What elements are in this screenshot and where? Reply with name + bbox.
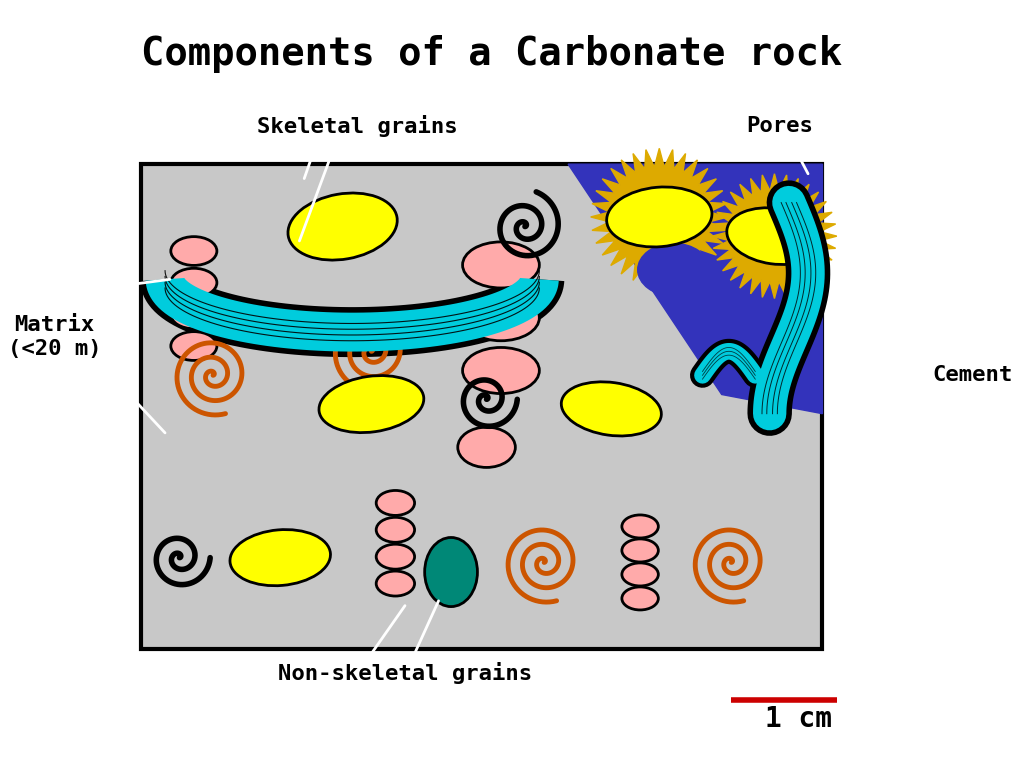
Ellipse shape xyxy=(424,538,477,607)
Bar xyxy=(141,164,821,649)
Ellipse shape xyxy=(622,515,657,538)
Ellipse shape xyxy=(376,571,414,596)
Ellipse shape xyxy=(170,332,217,360)
Ellipse shape xyxy=(287,193,396,260)
Polygon shape xyxy=(590,148,728,285)
Ellipse shape xyxy=(622,539,657,562)
Ellipse shape xyxy=(319,376,423,433)
Ellipse shape xyxy=(622,563,657,586)
Text: 1 cm: 1 cm xyxy=(764,705,832,733)
Ellipse shape xyxy=(170,300,217,329)
Text: Pores: Pores xyxy=(745,116,812,135)
Ellipse shape xyxy=(376,517,414,542)
Ellipse shape xyxy=(606,187,711,247)
Text: Matrix
(<20 m): Matrix (<20 m) xyxy=(8,315,102,359)
Ellipse shape xyxy=(458,427,515,467)
Text: Skeletal grains: Skeletal grains xyxy=(257,115,457,137)
Ellipse shape xyxy=(727,208,821,265)
Ellipse shape xyxy=(376,490,414,516)
Ellipse shape xyxy=(462,347,539,393)
Ellipse shape xyxy=(462,295,539,340)
Ellipse shape xyxy=(622,587,657,610)
Ellipse shape xyxy=(462,242,539,288)
Ellipse shape xyxy=(637,243,709,296)
Polygon shape xyxy=(711,174,836,298)
Ellipse shape xyxy=(229,529,330,586)
Polygon shape xyxy=(568,164,821,414)
Ellipse shape xyxy=(560,382,660,436)
Text: Non-skeletal grains: Non-skeletal grains xyxy=(277,662,532,684)
Ellipse shape xyxy=(170,236,217,265)
Ellipse shape xyxy=(376,544,414,569)
Text: Components of a Carbonate rock: Components of a Carbonate rock xyxy=(141,34,841,73)
Text: Cement: Cement xyxy=(932,366,1012,386)
Ellipse shape xyxy=(170,269,217,297)
